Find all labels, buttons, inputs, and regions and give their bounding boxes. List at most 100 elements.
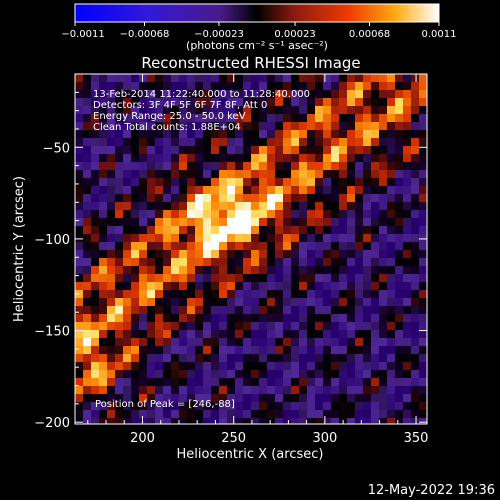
heatmap-cell — [147, 362, 156, 371]
heatmap-cell — [227, 354, 236, 363]
heatmap-cell — [203, 74, 212, 83]
heatmap-cell — [275, 242, 284, 251]
heatmap-cell — [283, 362, 292, 371]
heatmap-cell — [339, 298, 348, 307]
heatmap-cell — [243, 194, 252, 203]
heatmap-cell — [403, 410, 412, 419]
heatmap-cell — [363, 162, 372, 171]
heatmap-cell — [275, 218, 284, 227]
heatmap-cell — [99, 410, 108, 419]
heatmap-cell — [187, 346, 196, 355]
heatmap-cell — [235, 330, 244, 339]
heatmap-cell — [163, 306, 172, 315]
heatmap-cell — [83, 306, 92, 315]
heatmap-cell — [371, 178, 380, 187]
heatmap-cell — [75, 98, 84, 107]
heatmap-cell — [147, 322, 156, 331]
heatmap-cell — [115, 122, 124, 131]
heatmap-cell — [219, 202, 228, 211]
heatmap-cell — [147, 346, 156, 355]
heatmap-cell — [115, 290, 124, 299]
heatmap-cell — [371, 138, 380, 147]
heatmap-cell — [235, 210, 244, 219]
heatmap-cell — [251, 370, 260, 379]
heatmap-cell — [219, 130, 228, 139]
heatmap-cell — [315, 378, 324, 387]
heatmap-cell — [211, 90, 220, 99]
heatmap-cell — [307, 306, 316, 315]
heatmap-cell — [251, 386, 260, 395]
heatmap-cell — [131, 114, 140, 123]
heatmap-cell — [227, 290, 236, 299]
heatmap-cell — [91, 242, 100, 251]
x-axis-label: Heliocentric X (arcsec) — [177, 447, 324, 462]
heatmap-cell — [75, 138, 84, 147]
heatmap-cell — [315, 346, 324, 355]
heatmap-cell — [275, 410, 284, 419]
heatmap-cell — [395, 210, 404, 219]
heatmap-cell — [243, 226, 252, 235]
heatmap-cell — [259, 418, 268, 424]
heatmap-cell — [379, 170, 388, 179]
heatmap-cell — [291, 266, 300, 275]
heatmap-cell — [227, 330, 236, 339]
heatmap-cell — [387, 298, 396, 307]
heatmap-cell — [219, 274, 228, 283]
heatmap-cell — [395, 370, 404, 379]
heatmap-cell — [283, 106, 292, 115]
heatmap-cell — [299, 138, 308, 147]
heatmap-cell — [419, 338, 427, 347]
heatmap-cell — [235, 266, 244, 275]
heatmap-cell — [315, 146, 324, 155]
heatmap-cell — [139, 354, 148, 363]
heatmap-cell — [291, 338, 300, 347]
colorbar-tick-label: −0.0011 — [61, 29, 104, 40]
heatmap-cell — [123, 410, 132, 419]
heatmap-cell — [347, 282, 356, 291]
heatmap-cell — [339, 354, 348, 363]
heatmap-cell — [299, 114, 308, 123]
heatmap-cell — [419, 386, 427, 395]
heatmap-cell — [99, 202, 108, 211]
heatmap-cell — [123, 114, 132, 123]
heatmap-cell — [259, 338, 268, 347]
heatmap-cell — [99, 370, 108, 379]
heatmap-cell — [323, 106, 332, 115]
heatmap-cell — [267, 74, 276, 83]
heatmap-cell — [379, 346, 388, 355]
heatmap-cell — [323, 370, 332, 379]
heatmap-cell — [307, 394, 316, 403]
heatmap-cell — [411, 98, 420, 107]
heatmap-cell — [379, 266, 388, 275]
heatmap-cell — [307, 338, 316, 347]
heatmap-cell — [347, 82, 356, 91]
heatmap-cell — [131, 202, 140, 211]
heatmap-cell — [211, 274, 220, 283]
heatmap-cell — [179, 202, 188, 211]
heatmap-cell — [395, 90, 404, 99]
heatmap-cell — [203, 410, 212, 419]
heatmap-cell — [259, 274, 268, 283]
heatmap-cell — [203, 402, 212, 411]
heatmap-cell — [123, 146, 132, 155]
heatmap-cell — [211, 282, 220, 291]
heatmap-cell — [403, 354, 412, 363]
heatmap-cell — [99, 274, 108, 283]
heatmap-cell — [83, 74, 92, 83]
heatmap-cell — [107, 314, 116, 323]
heatmap-cell — [91, 226, 100, 235]
heatmap-cell — [387, 170, 396, 179]
heatmap-cell — [291, 154, 300, 163]
heatmap-cell — [267, 282, 276, 291]
heatmap-cell — [339, 226, 348, 235]
heatmap-cell — [371, 410, 380, 419]
heatmap-cell — [323, 322, 332, 331]
heatmap-cell — [171, 90, 180, 99]
heatmap-cell — [419, 306, 427, 315]
heatmap-cell — [123, 258, 132, 267]
heatmap-cell — [163, 386, 172, 395]
heatmap-cell — [91, 210, 100, 219]
heatmap-cell — [315, 106, 324, 115]
heatmap-cell — [331, 186, 340, 195]
heatmap-cell — [139, 210, 148, 219]
